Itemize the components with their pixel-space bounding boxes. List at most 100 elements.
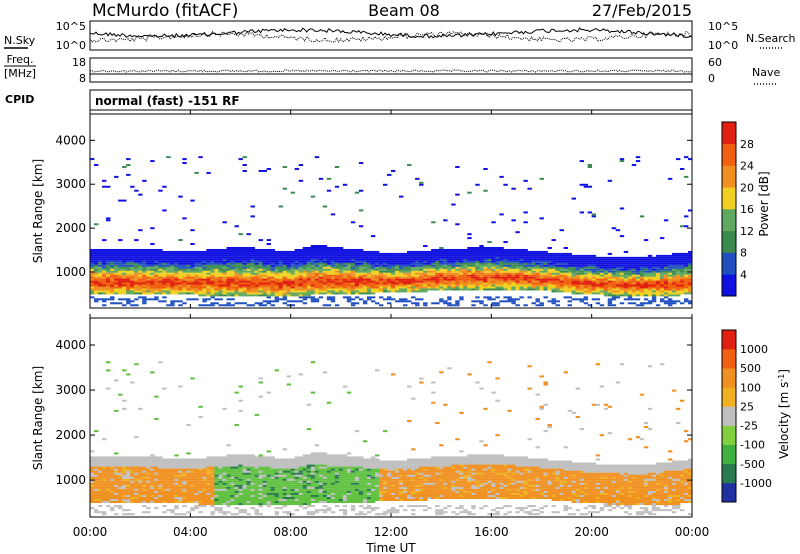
heatmap-cell <box>386 302 392 305</box>
heatmap-cell <box>238 399 243 402</box>
heatmap-cell <box>162 272 167 275</box>
heatmap-cell <box>134 252 139 255</box>
heatmap-cell <box>370 252 376 255</box>
heatmap-cell <box>186 268 191 271</box>
heatmap-cell <box>122 501 127 504</box>
heatmap-cell <box>527 268 532 271</box>
heatmap-cell <box>631 284 637 287</box>
heatmap-cell <box>635 280 641 283</box>
heatmap-cell <box>659 272 665 275</box>
heatmap-cell <box>403 270 408 273</box>
heatmap-cell <box>607 270 613 273</box>
heatmap-cell <box>615 258 621 261</box>
heatmap-cell <box>338 282 344 285</box>
heatmap-cell <box>342 292 348 295</box>
heatmap-cell <box>599 284 605 287</box>
heatmap-cell <box>467 282 472 285</box>
heatmap-cell <box>138 268 143 271</box>
heatmap-cell <box>639 262 645 265</box>
heatmap-cell <box>238 294 243 297</box>
heatmap-cell <box>455 264 460 267</box>
heatmap-cell <box>186 272 191 275</box>
heatmap-column <box>238 385 243 514</box>
heatmap-cell <box>655 304 661 307</box>
heatmap-cell <box>531 268 536 271</box>
heatmap-cell <box>242 266 247 269</box>
heatmap-cell <box>354 302 360 305</box>
heatmap-cell <box>471 254 476 257</box>
heatmap-column <box>186 424 191 514</box>
heatmap-cell <box>90 278 95 281</box>
heatmap-cell <box>467 264 472 267</box>
heatmap-cell <box>663 219 669 222</box>
heatmap-cell <box>563 246 568 249</box>
heatmap-cell <box>663 302 669 305</box>
heatmap-cell <box>122 498 127 502</box>
heatmap-cell <box>182 474 187 477</box>
heatmap-cell <box>407 164 412 167</box>
heatmap-cell <box>407 254 412 257</box>
heatmap-cell <box>122 460 127 463</box>
heatmap-cell <box>655 286 661 289</box>
heatmap-cell <box>314 292 320 295</box>
heatmap-cell <box>118 501 123 504</box>
heatmap-cell <box>423 286 428 289</box>
heatmap-column <box>623 250 629 301</box>
heatmap-cell <box>579 258 585 261</box>
heatmap-cell <box>142 280 147 283</box>
heatmap-cell <box>679 302 685 305</box>
heatmap-cell <box>154 480 159 483</box>
heatmap-cell <box>138 407 143 410</box>
heatmap-cell <box>110 284 115 287</box>
heatmap-cell <box>126 513 131 516</box>
heatmap-cell <box>411 270 416 273</box>
heatmap-cell <box>218 294 223 297</box>
heatmap-cell <box>134 270 139 273</box>
heatmap-cell <box>595 302 601 305</box>
heatmap-cell <box>162 276 167 279</box>
heatmap-cell <box>222 274 227 277</box>
heatmap-cell <box>230 250 235 253</box>
heatmap-cell <box>170 250 175 253</box>
heatmap-cell <box>230 254 235 257</box>
heatmap-cell <box>611 304 617 307</box>
heatmap-cell <box>342 252 348 255</box>
heatmap-cell <box>90 262 95 265</box>
heatmap-cell <box>194 260 199 263</box>
heatmap-cell <box>655 294 661 297</box>
heatmap-cell <box>503 276 508 279</box>
heatmap-cell <box>282 262 288 265</box>
heatmap-cell <box>154 395 159 398</box>
heatmap-cell <box>198 484 203 487</box>
heatmap-cell <box>659 260 665 263</box>
heatmap-cell <box>386 252 392 255</box>
heatmap-cell <box>366 268 372 271</box>
heatmap-cell <box>463 286 468 289</box>
heatmap-column <box>314 156 320 303</box>
heatmap-cell <box>591 286 597 289</box>
heatmap-cell <box>158 286 163 289</box>
heatmap-cell <box>395 262 400 265</box>
heatmap-cell <box>643 284 649 287</box>
heatmap-cell <box>114 288 119 291</box>
heatmap-cell <box>334 264 340 267</box>
heatmap-cell <box>218 458 223 461</box>
heatmap-cell <box>210 250 215 253</box>
heatmap-cell <box>539 288 544 291</box>
heatmap-cell <box>551 258 556 261</box>
heatmap-cell <box>330 213 336 216</box>
heatmap-cell <box>286 268 292 271</box>
heatmap-cell <box>571 282 577 285</box>
heatmap-cell <box>226 292 231 295</box>
heatmap-cell <box>214 460 219 463</box>
heatmap-cell <box>647 262 653 265</box>
heatmap-cell <box>511 268 516 271</box>
heatmap-cell <box>491 246 496 249</box>
heatmap-cell <box>126 256 131 259</box>
heatmap-cell <box>242 258 247 261</box>
heatmap-cell <box>250 292 255 295</box>
heatmap-cell <box>655 256 661 259</box>
heatmap-cell <box>611 262 617 265</box>
heatmap-cell <box>246 494 251 497</box>
heatmap-cell <box>635 274 641 277</box>
